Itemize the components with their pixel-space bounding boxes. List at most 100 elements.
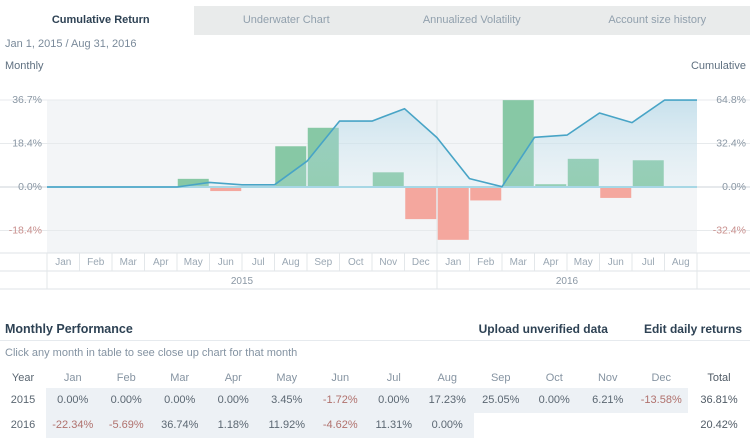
x-axis-month-label: Sep bbox=[314, 257, 332, 268]
column-header-apr: Apr bbox=[224, 372, 242, 384]
x-axis-month-label: Aug bbox=[282, 257, 300, 268]
month-cell-2016-jun[interactable]: -4.62% bbox=[313, 413, 367, 438]
column-header-aug: Aug bbox=[437, 372, 458, 384]
column-header-feb: Feb bbox=[116, 372, 136, 384]
column-header-oct: Oct bbox=[545, 372, 563, 384]
month-cell-2015-sep[interactable]: 25.05% bbox=[474, 388, 528, 413]
left-axis-tick-label: 0.0% bbox=[18, 181, 42, 193]
total-cell-2015: 36.81% bbox=[700, 394, 738, 406]
month-cell-2015-feb[interactable]: 0.00% bbox=[99, 388, 153, 413]
column-header-jun: Jun bbox=[331, 372, 350, 384]
month-cell-2016-jul[interactable]: 11.31% bbox=[367, 413, 421, 438]
cumulative-line bbox=[47, 99, 697, 188]
x-axis-month-label: Mar bbox=[510, 257, 528, 268]
month-cell-2016-jan[interactable]: -22.34% bbox=[46, 413, 100, 438]
bar-2015-jun[interactable] bbox=[210, 187, 242, 192]
bar-2015-may[interactable] bbox=[177, 178, 209, 187]
month-cell-2015-may[interactable]: 3.45% bbox=[260, 388, 314, 413]
month-cell-2016-aug[interactable]: 0.00% bbox=[420, 413, 474, 438]
tab-underwater-chart[interactable]: Underwater Chart bbox=[193, 6, 379, 35]
x-axis-month-label: Jun bbox=[608, 257, 624, 268]
year-cell: 2016 bbox=[10, 419, 36, 431]
x-axis-month-label: Feb bbox=[477, 257, 495, 268]
column-header-jul: Jul bbox=[386, 372, 401, 384]
column-header-jan: Jan bbox=[63, 372, 82, 384]
column-header-sep: Sep bbox=[490, 372, 511, 384]
x-axis-month-label: Dec bbox=[412, 257, 430, 268]
x-axis-year-label: 2016 bbox=[556, 276, 579, 287]
tab-bar: Cumulative Return Underwater Chart Annua… bbox=[8, 6, 750, 35]
tab-annualized-volatility[interactable]: Annualized Volatility bbox=[379, 6, 565, 35]
bar-2016-jun[interactable] bbox=[600, 187, 632, 198]
column-header-year: Year bbox=[11, 372, 35, 384]
x-axis-month-label: Jun bbox=[218, 257, 234, 268]
left-axis-tick-label: -18.4% bbox=[9, 225, 42, 237]
section-links: Upload unverified data Edit daily return… bbox=[479, 322, 742, 336]
month-cell-2015-nov[interactable]: 6.21% bbox=[581, 388, 635, 413]
date-range-label: Jan 1, 2015 / Aug 31, 2016 bbox=[5, 38, 137, 50]
table-row-2016: 2016 -22.34% -5.69% 36.74% 1.18% 11.92% -4.62%… bbox=[0, 413, 750, 438]
section-header: Monthly Performance Upload unverified da… bbox=[0, 318, 750, 341]
month-cell-2015-jul[interactable]: 0.00% bbox=[367, 388, 421, 413]
month-cell-2015-apr[interactable]: 0.00% bbox=[206, 388, 260, 413]
x-axis-month-label: Feb bbox=[87, 257, 105, 268]
upload-unverified-data-link[interactable]: Upload unverified data bbox=[478, 322, 608, 336]
column-header-nov: Nov bbox=[597, 372, 618, 384]
monthly-performance-section: Monthly Performance Upload unverified da… bbox=[0, 318, 750, 438]
bar-2016-feb[interactable] bbox=[470, 187, 502, 201]
table-header-row: Year Jan Feb Mar Apr May Jun Jul Aug Sep Oct Nov Dec… bbox=[0, 369, 750, 388]
column-header-dec: Dec bbox=[651, 372, 672, 384]
x-axis-month-label: Apr bbox=[543, 257, 559, 268]
column-header-total: Total bbox=[707, 372, 731, 384]
month-cell-2016-mar[interactable]: 36.74% bbox=[153, 413, 207, 438]
right-axis-tick-label: 64.8% bbox=[716, 94, 746, 106]
month-cell-2015-oct[interactable]: 0.00% bbox=[527, 388, 581, 413]
x-axis-month-label: May bbox=[574, 257, 593, 268]
x-axis-year-label: 2015 bbox=[231, 276, 254, 287]
month-cell-2015-jan[interactable]: 0.00% bbox=[46, 388, 100, 413]
tab-cumulative-return[interactable]: Cumulative Return bbox=[8, 6, 194, 35]
x-axis-month-label: Aug bbox=[672, 257, 690, 268]
month-cell-2016-feb[interactable]: -5.69% bbox=[99, 413, 153, 438]
month-cell-2015-jun[interactable]: -1.72% bbox=[313, 388, 367, 413]
table-hint-text: Click any month in table to see close up… bbox=[5, 347, 298, 359]
tab-account-size-history[interactable]: Account size history bbox=[564, 6, 750, 35]
x-axis-month-label: Jul bbox=[252, 257, 265, 268]
cumulative-area-fill bbox=[47, 100, 697, 187]
right-axis-title: Cumulative bbox=[691, 60, 746, 72]
x-axis-month-label: Mar bbox=[120, 257, 138, 268]
left-axis-tick-label: 36.7% bbox=[12, 94, 42, 106]
right-axis-tick-label: 32.4% bbox=[716, 138, 746, 150]
month-cell-2016-may[interactable]: 11.92% bbox=[260, 413, 314, 438]
x-axis-month-label: Jan bbox=[445, 257, 461, 268]
year-cell: 2015 bbox=[10, 394, 36, 406]
x-axis-month-label: Jul bbox=[642, 257, 655, 268]
total-cell-2016: 20.42% bbox=[700, 419, 738, 431]
edit-daily-returns-link[interactable]: Edit daily returns bbox=[643, 322, 742, 336]
month-cell-2015-dec[interactable]: -13.58% bbox=[634, 388, 688, 413]
monthly-performance-table: Year Jan Feb Mar Apr May Jun Jul Aug Sep Oct Nov Dec… bbox=[0, 369, 750, 438]
right-axis-tick-label: -32.4% bbox=[713, 225, 746, 237]
x-axis-month-label: May bbox=[184, 257, 203, 268]
x-axis-month-label: Oct bbox=[348, 257, 364, 268]
table-row-2015: 2015 0.00% 0.00% 0.00% 0.00% 3.45% -1.72% 0.00%… bbox=[0, 388, 750, 413]
bar-2016-jan[interactable] bbox=[437, 187, 469, 240]
month-cell-2016-dec bbox=[635, 413, 689, 438]
left-axis-title: Monthly bbox=[5, 60, 44, 72]
month-cell-2016-sep bbox=[474, 413, 528, 438]
x-axis-month-label: Nov bbox=[379, 257, 397, 268]
left-axis-tick-label: 18.4% bbox=[12, 138, 42, 150]
right-axis-tick-label: 0.0% bbox=[722, 181, 746, 193]
month-cell-2015-mar[interactable]: 0.00% bbox=[153, 388, 207, 413]
month-cell-2015-aug[interactable]: 17.23% bbox=[420, 388, 474, 413]
section-title: Monthly Performance bbox=[5, 322, 133, 336]
x-axis-month-label: Jan bbox=[55, 257, 71, 268]
bar-2015-dec[interactable] bbox=[405, 187, 437, 220]
month-cell-2016-oct bbox=[528, 413, 582, 438]
column-header-may: May bbox=[276, 372, 298, 384]
month-cell-2016-apr[interactable]: 1.18% bbox=[206, 413, 260, 438]
x-axis-month-label: Apr bbox=[153, 257, 169, 268]
column-header-mar: Mar bbox=[170, 372, 190, 384]
month-cell-2016-nov bbox=[581, 413, 635, 438]
